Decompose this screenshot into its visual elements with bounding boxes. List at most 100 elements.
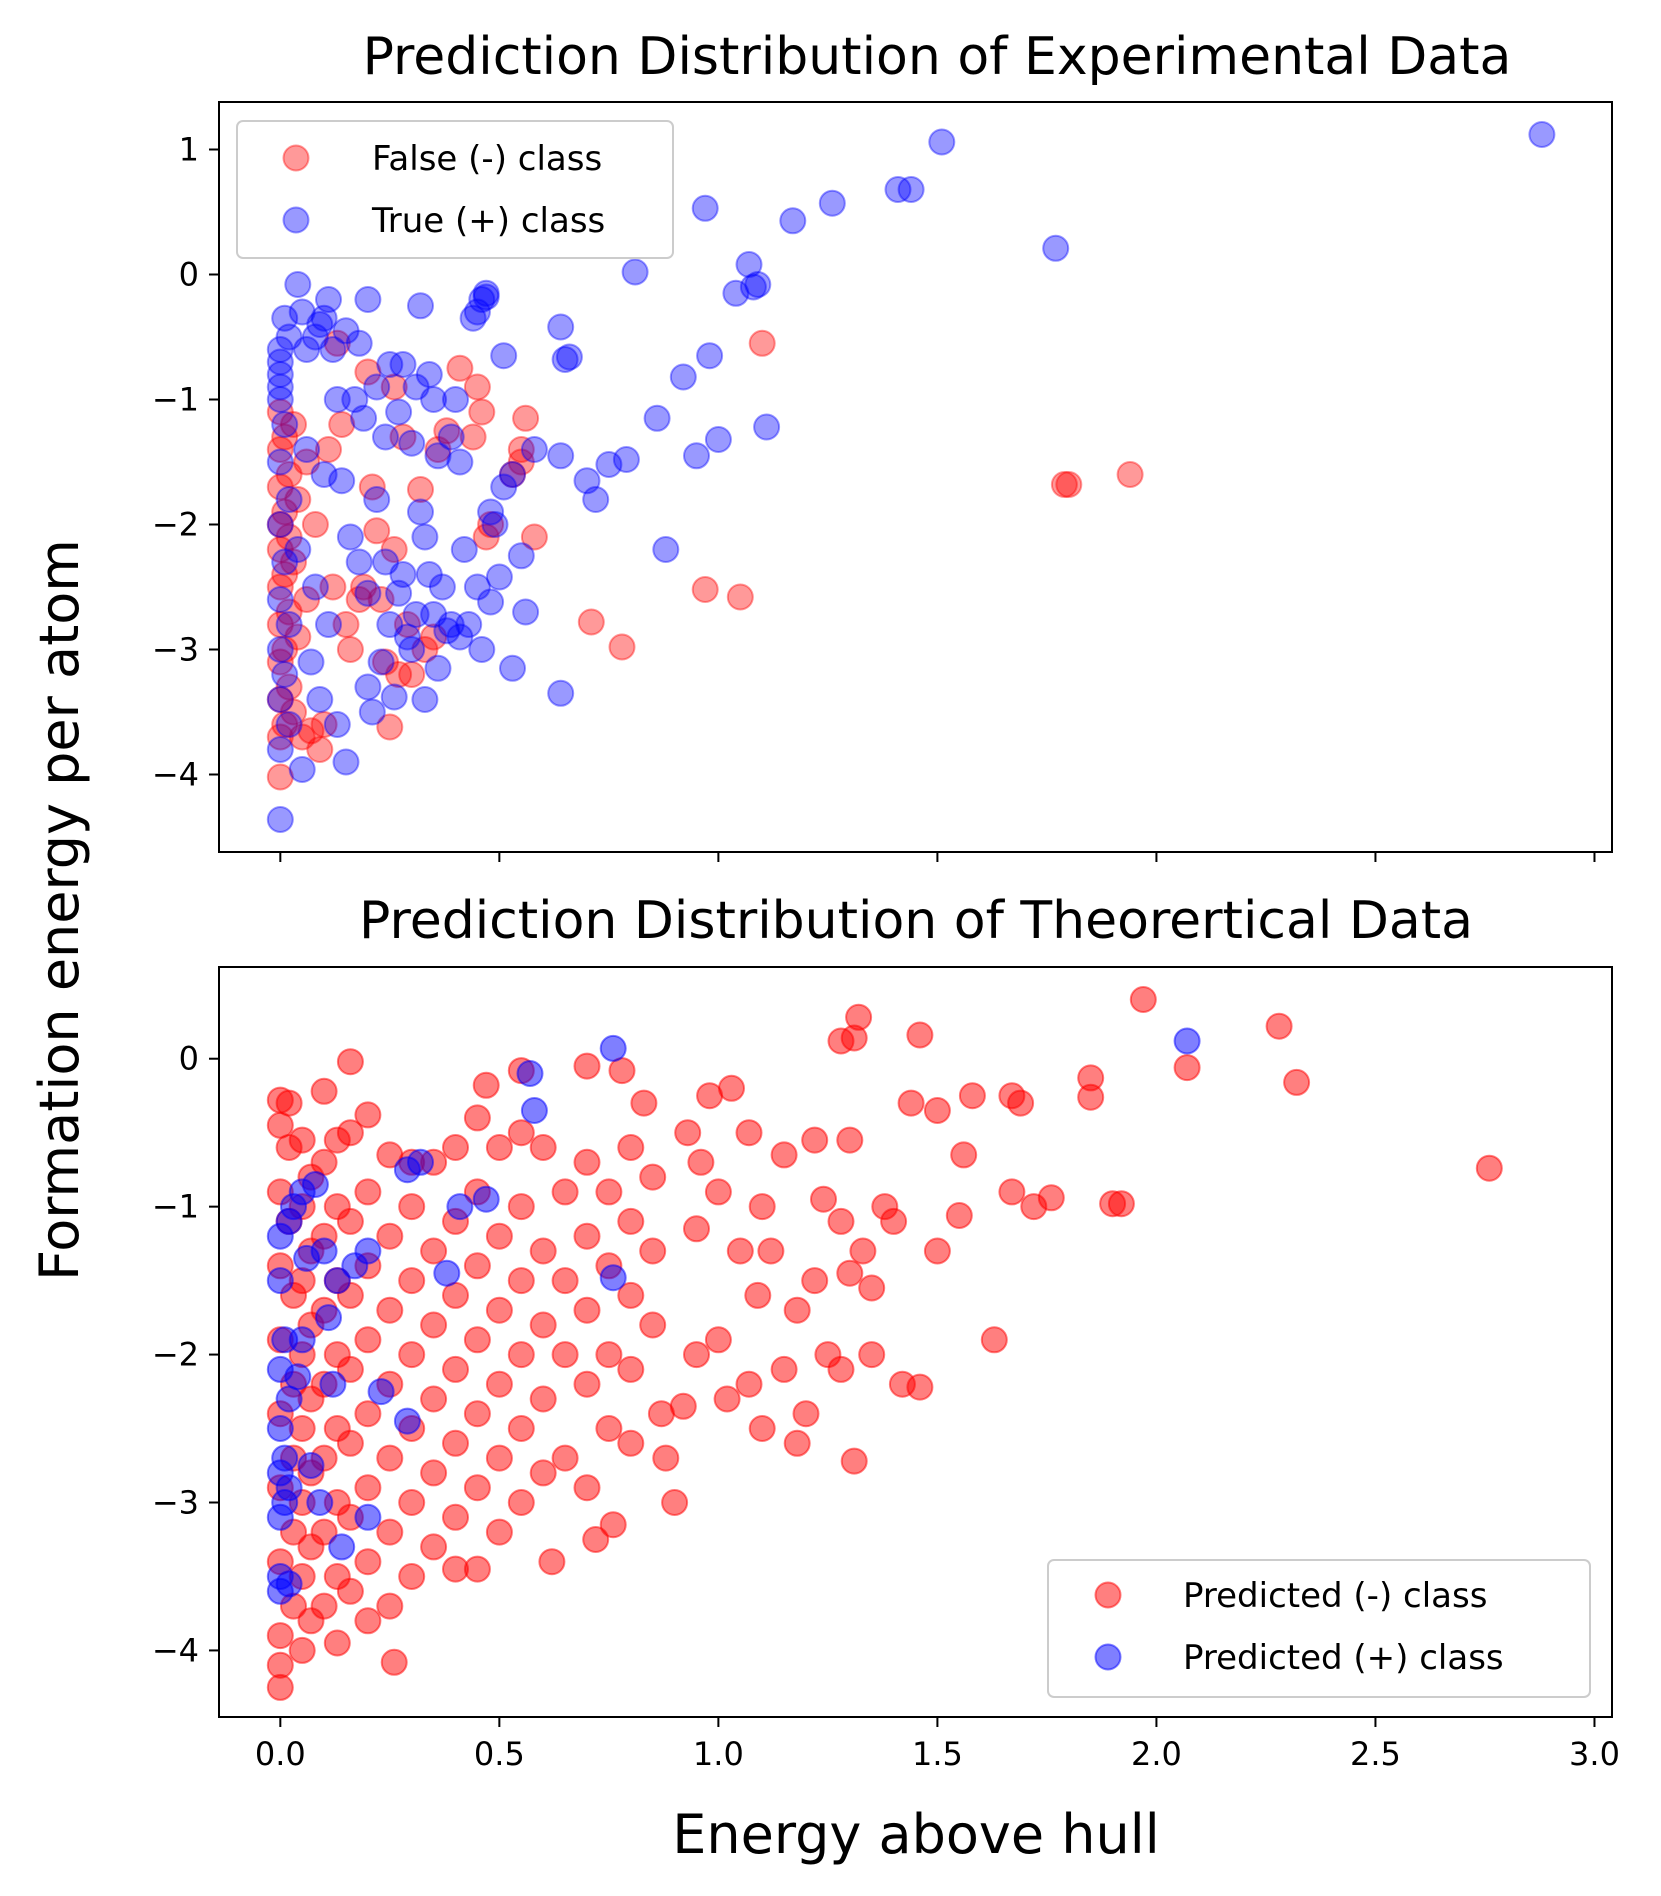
data-point [420,601,448,628]
data-point [836,1126,864,1154]
data-point [336,1119,364,1147]
data-point [376,611,404,638]
data-point [516,1060,544,1087]
data-point [354,1548,382,1576]
data-point [472,1185,500,1213]
data-point [1283,1068,1311,1096]
data-point [376,1518,404,1546]
data-point [507,542,535,570]
data-point [529,1237,557,1265]
data-point [753,413,781,441]
data-point [551,1444,579,1472]
data-point [266,386,294,413]
data-point [512,404,540,432]
data-point [271,636,299,663]
data-point [683,1341,710,1369]
theoretical-title: Prediction Distribution of Theorertical … [359,891,1473,951]
data-point [266,806,294,833]
data-point [446,354,474,382]
data-point [323,711,351,738]
data-point [630,1089,658,1117]
theoretical-series-positive [266,1027,1201,1605]
data-point [950,1141,978,1169]
data-point [271,661,299,688]
x-tick-label: 2.5 [1350,1735,1401,1773]
data-point [595,1341,623,1369]
data-point [407,498,434,526]
data-point [411,686,439,713]
data-point [512,598,540,626]
data-point [599,1511,627,1539]
data-point [424,436,452,463]
data-point [266,611,294,638]
data-point [415,361,443,388]
data-point [748,1415,776,1442]
data-point [739,273,767,301]
data-point [472,1071,500,1099]
x-axis-label: Energy above hull [672,1803,1159,1866]
data-point [398,661,426,688]
data-point [328,411,356,438]
data-point [858,1274,886,1302]
data-point [748,1193,776,1221]
data-point [446,623,474,651]
data-point [810,1185,837,1213]
data-point [407,292,434,320]
data-point [271,711,299,738]
data-point [477,498,505,526]
data-point [507,448,535,476]
data-point [463,573,491,601]
data-point [420,1311,448,1339]
data-point [529,1311,557,1339]
data-point [582,486,610,513]
data-point [275,673,303,701]
data-point [639,1237,667,1265]
data-point [280,548,307,576]
data-point [801,1267,829,1295]
data-point [266,763,294,791]
data-point [770,1355,798,1383]
data-point [538,1548,566,1576]
data-point [398,636,426,663]
data-point [858,1341,886,1369]
data-point [1173,1054,1201,1082]
data-point [652,536,680,563]
data-point [573,1052,601,1080]
data-point [323,1629,351,1657]
data-point [617,1207,645,1235]
data-point [884,176,912,203]
data-point [595,1178,623,1206]
data-point [310,304,338,332]
data-point [468,636,496,663]
data-point [704,1178,732,1206]
data-point [332,748,360,776]
data-point [266,648,294,676]
data-point [485,1370,513,1398]
data-point [315,436,342,463]
data-point [354,286,382,313]
data-point [376,351,404,378]
data-point [691,194,719,222]
data-point [1107,1190,1135,1218]
data-point [726,1237,754,1265]
data-point [345,586,373,613]
data-point [336,1355,364,1383]
data-point [499,654,526,682]
data-point [748,329,776,357]
data-point [363,517,391,545]
data-point [310,1237,338,1265]
data-point [398,429,426,457]
data-point [683,442,710,470]
data-point [420,1237,448,1265]
data-point [836,1259,864,1287]
data-point [617,1429,645,1457]
data-point [389,423,417,451]
data-point [468,398,496,426]
data-point [463,1326,491,1354]
data-point [446,1193,474,1221]
data-point [463,1400,491,1428]
data-point [696,342,724,370]
data-point [573,1474,601,1502]
data-point [617,1355,645,1383]
data-point [897,176,925,203]
